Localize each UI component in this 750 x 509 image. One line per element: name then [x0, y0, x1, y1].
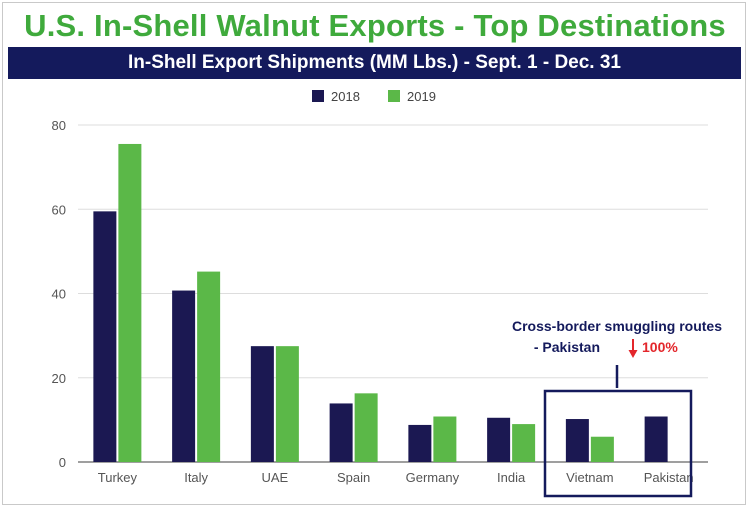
bar-2019-italy: [197, 271, 221, 462]
bar-2018-spain: [329, 403, 353, 462]
y-tick-label: 0: [59, 455, 66, 470]
down-arrow-icon: [628, 339, 638, 358]
bar-2019-uae: [275, 346, 299, 462]
x-tick-label: UAE: [262, 470, 289, 485]
annotation-text-line2: - Pakistan: [534, 339, 600, 355]
legend-label-2018: 2018: [331, 89, 360, 104]
bar-2018-india: [487, 417, 511, 462]
y-tick-label: 40: [52, 287, 66, 302]
y-tick-label: 60: [52, 202, 66, 217]
chart-subtitle-banner: In-Shell Export Shipments (MM Lbs.) - Se…: [8, 47, 741, 79]
legend: 2018 2019: [312, 89, 436, 104]
legend-label-2019: 2019: [407, 89, 436, 104]
bar-2018-turkey: [93, 211, 117, 462]
legend-swatch-2019: [388, 90, 400, 102]
y-tick-label: 20: [52, 371, 66, 386]
bar-2019-india: [512, 424, 536, 462]
annotation-change-value: 100%: [642, 339, 678, 355]
bars: [93, 143, 668, 463]
bar-2018-italy: [172, 290, 196, 462]
y-tick-label: 80: [52, 118, 66, 133]
bar-2018-uae: [250, 346, 274, 462]
bar-2018-pakistan: [644, 416, 668, 462]
x-tick-label: Spain: [337, 470, 370, 485]
x-tick-label: Italy: [184, 470, 208, 485]
bar-2019-turkey: [118, 143, 142, 463]
x-tick-label: Vietnam: [566, 470, 613, 485]
highlight-box: [543, 389, 693, 498]
x-tick-label: Pakistan: [644, 470, 694, 485]
bar-2018-vietnam: [565, 419, 589, 462]
bar-2019-germany: [433, 416, 457, 462]
bar-2019-spain: [354, 393, 378, 462]
x-tick-label: India: [497, 470, 526, 485]
x-tick-label: Germany: [406, 470, 460, 485]
legend-swatch-2018: [312, 90, 324, 102]
x-axis-ticks: Turkey Italy UAE Spain Germany India Vietnam Pa…: [98, 470, 694, 485]
y-axis-ticks: 0 20 40 60 80: [52, 118, 66, 470]
bar-2019-vietnam: [590, 436, 614, 462]
annotation-text-line1: Cross-border smuggling routes: [512, 318, 722, 334]
annotation: Cross-border smuggling routes - Pakistan…: [512, 318, 722, 498]
x-tick-label: Turkey: [98, 470, 138, 485]
page-title: U.S. In-Shell Walnut Exports - Top Desti…: [24, 8, 726, 43]
bar-2018-germany: [408, 424, 432, 462]
